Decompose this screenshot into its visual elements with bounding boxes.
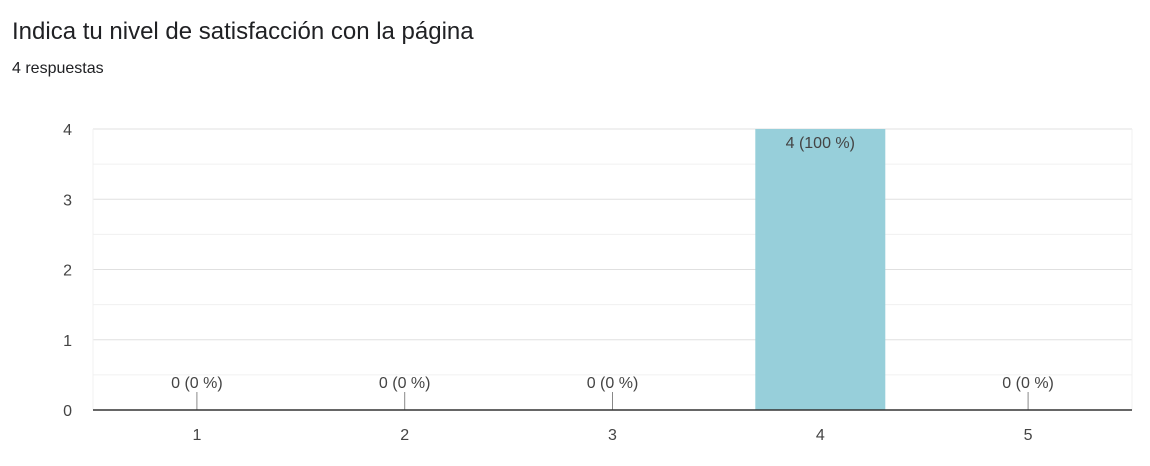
bar xyxy=(755,129,886,410)
data-label: 0 (0 %) xyxy=(379,375,431,392)
x-tick-label: 1 xyxy=(192,427,201,444)
y-tick-label: 3 xyxy=(63,192,72,209)
y-tick-label: 0 xyxy=(63,403,72,420)
data-labels: 0 (0 %) 0 (0 %) 0 (0 %) 4 (100 %) 0 (0 %) xyxy=(171,135,1054,392)
x-tick-marks xyxy=(196,392,1029,410)
y-tick-label: 4 xyxy=(63,122,72,139)
y-tick-labels: 0 1 2 3 4 xyxy=(63,122,72,420)
bars xyxy=(755,129,886,410)
data-label: 0 (0 %) xyxy=(1002,375,1054,392)
y-tick-label: 1 xyxy=(63,333,72,350)
x-tick-label: 2 xyxy=(400,427,409,444)
chart-title: Indica tu nivel de satisfacción con la p… xyxy=(12,18,474,45)
y-tick-label: 2 xyxy=(63,263,72,280)
response-count: 4 respuestas xyxy=(12,60,104,77)
x-tick-labels: 1 2 3 4 5 xyxy=(192,427,1032,444)
data-label: 4 (100 %) xyxy=(786,135,855,152)
data-label: 0 (0 %) xyxy=(587,375,639,392)
x-tick-label: 3 xyxy=(608,427,617,444)
x-tick-label: 5 xyxy=(1024,427,1033,444)
data-label: 0 (0 %) xyxy=(171,375,223,392)
x-tick-label: 4 xyxy=(816,427,825,444)
gridlines xyxy=(92,128,1133,410)
